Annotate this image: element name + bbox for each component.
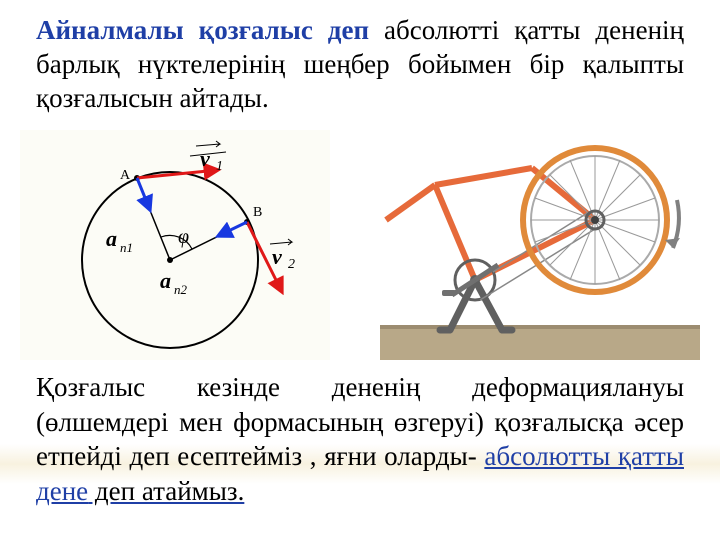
- label-A: A: [120, 168, 131, 183]
- circle-diagram: φ A B v 1 v 2 a n1 a n2: [20, 130, 330, 360]
- bicycle-diagram: [380, 130, 700, 360]
- rigid-body-text-b: деп атаймыз.: [88, 476, 244, 506]
- phi-label: φ: [178, 226, 189, 248]
- label-an2: a: [160, 268, 171, 293]
- label-an1: a: [106, 226, 117, 251]
- frame-seat-tube: [435, 185, 475, 280]
- term-rotational-motion: Айналмалы қозғалыс деп: [36, 15, 369, 45]
- paragraph-rigid-body: Қозғалыс кезінде дененің деформациялануы…: [36, 370, 684, 508]
- label-v1: v: [200, 146, 210, 171]
- paragraph-definition: Айналмалы қозғалыс деп абсолютті қатты д…: [36, 14, 684, 115]
- ground: [380, 328, 700, 360]
- svg-text:n2: n2: [174, 282, 188, 297]
- svg-text:1: 1: [216, 159, 223, 174]
- svg-text:n1: n1: [120, 240, 133, 255]
- rear-hub: [591, 216, 599, 224]
- label-v2: v: [272, 244, 282, 269]
- svg-text:2: 2: [288, 257, 295, 272]
- label-B: B: [253, 205, 262, 220]
- frame-down-tube: [386, 185, 435, 220]
- frame-top-tube: [435, 168, 532, 185]
